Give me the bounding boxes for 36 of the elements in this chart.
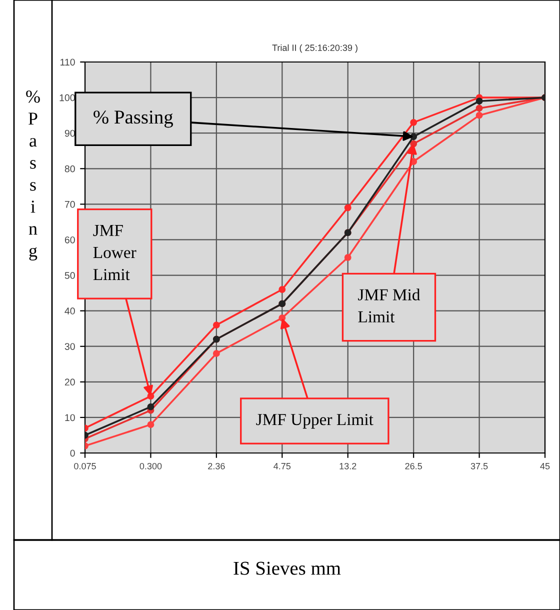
x-tick-label: 37.5 [470,462,488,470]
point [344,204,352,212]
point [410,118,418,126]
point [147,421,154,428]
text: JMF Lower Limit [93,224,136,280]
y-tick-label: 50 [64,272,75,279]
x-tick-label: 0.300 [140,462,162,470]
text: % Passing [94,110,173,128]
x-tick-label: 2.36 [208,462,225,470]
point [476,104,483,112]
point [278,286,286,293]
point [476,98,483,105]
y-tick-label: 80 [64,165,75,172]
point [212,350,220,357]
x-tick-label: 26.5 [405,462,422,470]
point [476,112,483,119]
y-axis-title: % Passing [26,90,40,261]
x-tick-label: 45 [540,463,550,470]
x-axis-title: IS Sieves mm [234,562,341,575]
y-tick-label: 110 [60,58,75,66]
x-tick-label: 13.2 [340,462,356,470]
point [344,254,352,261]
y-tick-label: 30 [64,343,75,350]
y-tick-label: 60 [64,236,75,244]
y-tick-label: 70 [64,200,75,208]
x-tick-label: 0.075 [74,462,96,470]
x-tick-label: 4.75 [274,463,291,470]
y-tick-label: 10 [65,414,75,422]
y-tick-label: 0 [70,450,75,457]
text: JMF Upper Limit [256,414,374,429]
text: JMF Mid Limit [358,288,420,322]
point [147,403,154,410]
y-tick-label: 40 [64,308,75,314]
y-tick-label: 20 [64,378,75,386]
chart-title: Trial II ( 25:16:20:39 ) [272,44,358,53]
point [212,322,220,329]
